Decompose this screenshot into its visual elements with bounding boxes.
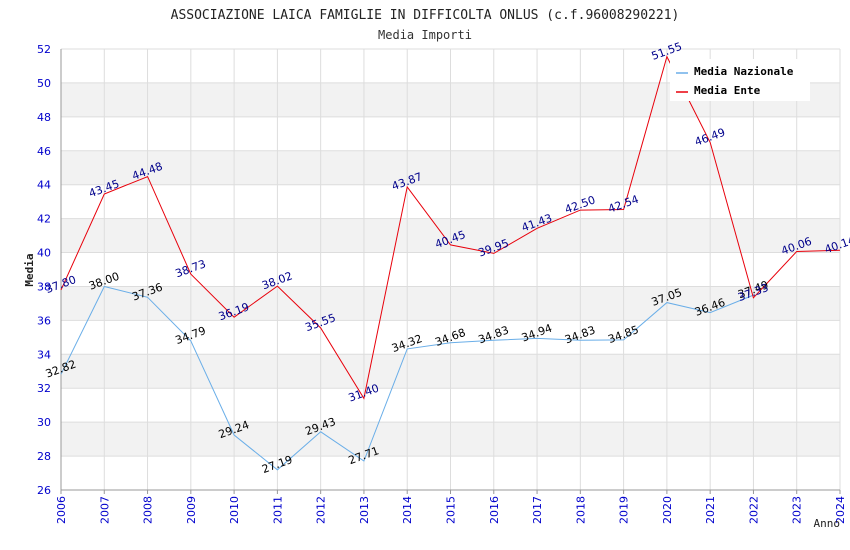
- x-tick-label: 2023: [791, 496, 804, 524]
- legend-label-media-ente: Media Ente: [694, 84, 761, 97]
- y-tick-label: 26: [37, 484, 51, 497]
- y-tick-label: 38: [37, 280, 51, 293]
- x-tick-label: 2024: [834, 496, 847, 524]
- x-tick-label: 2012: [315, 496, 328, 524]
- x-tick-label: 2014: [401, 496, 414, 524]
- y-tick-label: 30: [37, 416, 51, 429]
- x-tick-label: 2013: [358, 496, 371, 524]
- x-tick-label: 2016: [488, 496, 501, 524]
- series-line-media-nazionale: [60, 285, 754, 471]
- x-tick-label: 2021: [704, 496, 717, 524]
- x-tick-label: 2017: [531, 496, 544, 524]
- x-tick-label: 2007: [98, 496, 111, 524]
- axes: [60, 49, 841, 494]
- y-tick-label: 42: [37, 213, 51, 226]
- y-tick-label: 52: [37, 43, 51, 56]
- x-tick-label: 2009: [185, 496, 198, 524]
- legend-label-media-nazionale: Media Nazionale: [694, 65, 794, 78]
- y-tick-labels: 26 28 30 32 34 36 38 40 42 44 46 48 50 52: [37, 43, 51, 497]
- x-tick-label: 2018: [574, 496, 587, 524]
- x-tick-label: 2020: [661, 496, 674, 524]
- x-tick-label: 2022: [747, 496, 760, 524]
- legend: Media Nazionale Media Ente: [670, 59, 810, 101]
- series-lines: [60, 55, 841, 471]
- x-tick-label: 2010: [228, 496, 241, 524]
- x-tick-label: 2019: [618, 496, 631, 524]
- x-axis-label: Anno: [814, 517, 841, 530]
- y-tick-label: 46: [37, 145, 51, 158]
- chart-title: ASSOCIAZIONE LAICA FAMIGLIE IN DIFFICOLT…: [171, 8, 680, 23]
- legend-box: [670, 59, 810, 101]
- series-line-media-ente: [60, 55, 841, 400]
- x-tick-label: 2008: [142, 496, 155, 524]
- y-tick-label: 36: [37, 314, 51, 327]
- y-tick-label: 28: [37, 450, 51, 463]
- x-tick-label: 2011: [271, 496, 284, 524]
- y-axis-label: Media: [23, 253, 36, 286]
- y-tick-label: 44: [37, 179, 51, 192]
- gridlines: [60, 48, 841, 491]
- y-tick-label: 48: [37, 111, 51, 124]
- x-tick-labels: 2006 2007 2008 2009 2010 2011 2012 2013 2014 2015…: [55, 496, 847, 524]
- y-tick-label: 34: [37, 348, 51, 361]
- x-tick-label: 2015: [445, 496, 458, 524]
- y-tick-label: 32: [37, 382, 51, 395]
- y-tick-label: 50: [37, 77, 51, 90]
- y-tick-label: 40: [37, 247, 51, 260]
- chart-subtitle: Media Importi: [378, 28, 472, 42]
- x-tick-label: 2006: [55, 496, 68, 524]
